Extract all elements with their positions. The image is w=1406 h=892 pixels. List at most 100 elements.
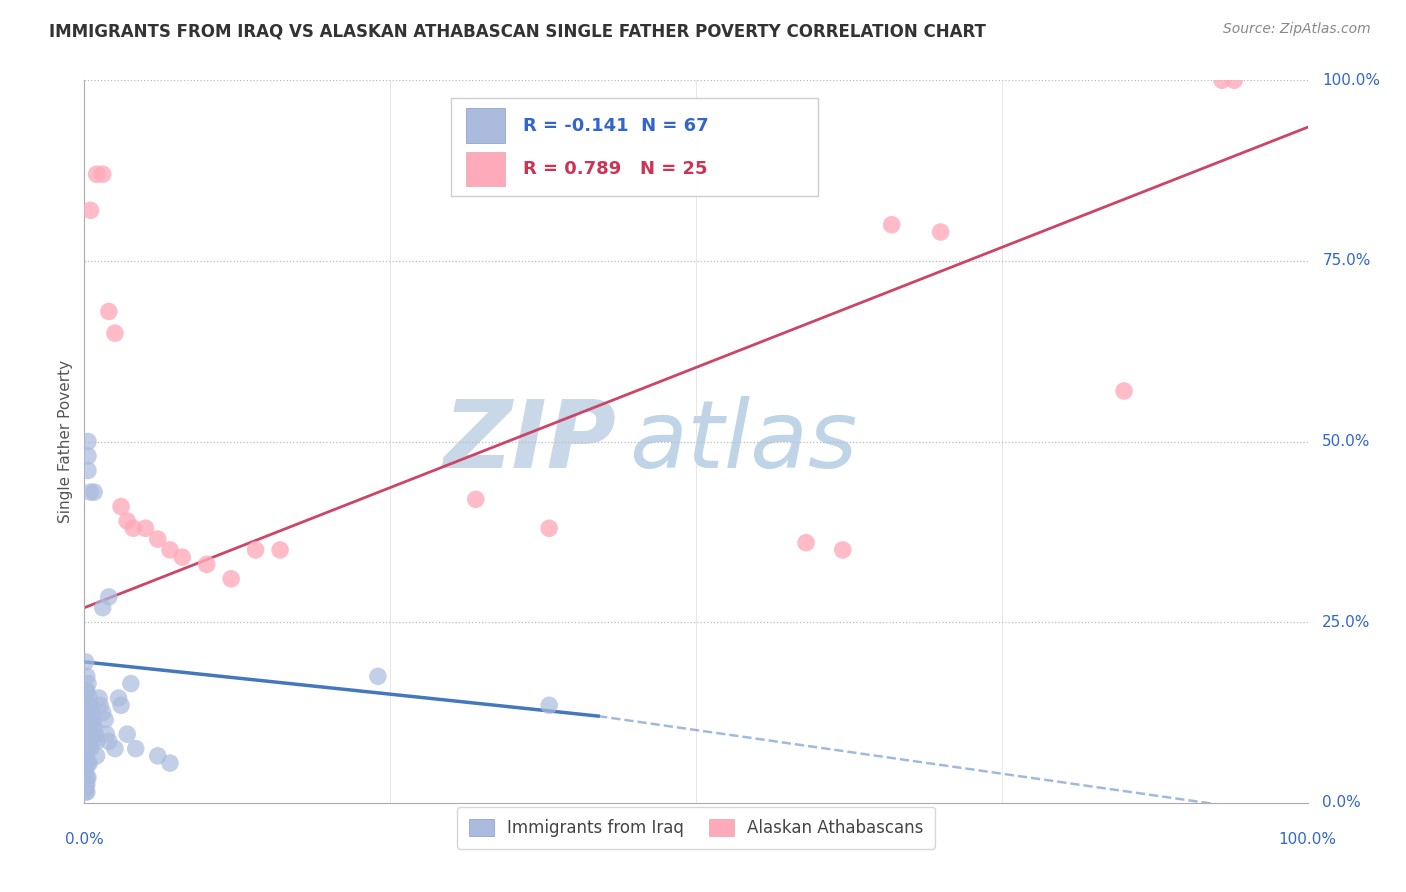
Point — [77, 756, 100, 770]
Point — [82, 713, 104, 727]
Point — [115, 514, 138, 528]
Point — [76, 727, 98, 741]
Point — [83, 720, 105, 734]
Point — [538, 521, 561, 535]
Point — [76, 683, 98, 698]
Point — [464, 492, 486, 507]
Point — [929, 225, 952, 239]
Point — [79, 698, 101, 713]
Point — [75, 781, 97, 796]
Point — [77, 463, 100, 477]
Point — [146, 748, 169, 763]
Text: 50.0%: 50.0% — [1322, 434, 1371, 449]
Point — [86, 748, 108, 763]
Point — [159, 542, 181, 557]
Point — [75, 778, 97, 792]
Legend: Immigrants from Iraq, Alaskan Athabascans: Immigrants from Iraq, Alaskan Athabascan… — [457, 807, 935, 848]
FancyBboxPatch shape — [451, 98, 818, 196]
Point — [75, 748, 97, 763]
Y-axis label: Single Father Poverty: Single Father Poverty — [58, 360, 73, 523]
Point — [135, 521, 157, 535]
Point — [75, 764, 97, 778]
Point — [75, 683, 97, 698]
Point — [76, 778, 98, 792]
Point — [79, 720, 101, 734]
Point — [76, 741, 98, 756]
Point — [77, 691, 100, 706]
Point — [172, 550, 194, 565]
Point — [77, 698, 100, 713]
Point — [880, 218, 903, 232]
Point — [538, 698, 561, 713]
Point — [120, 676, 142, 690]
Text: R = -0.141  N = 67: R = -0.141 N = 67 — [523, 117, 709, 135]
Point — [89, 698, 111, 713]
Point — [76, 756, 98, 770]
Point — [76, 669, 98, 683]
Point — [77, 449, 100, 463]
Point — [110, 698, 132, 713]
Point — [104, 741, 127, 756]
Point — [1211, 73, 1233, 87]
Point — [76, 698, 98, 713]
Point — [97, 734, 120, 748]
Point — [245, 542, 267, 557]
Point — [77, 676, 100, 690]
Point — [86, 167, 108, 181]
Text: 25.0%: 25.0% — [1322, 615, 1371, 630]
Point — [1114, 384, 1136, 398]
Point — [831, 542, 853, 557]
Text: 0.0%: 0.0% — [1322, 796, 1361, 810]
Text: atlas: atlas — [628, 396, 856, 487]
Point — [115, 727, 138, 741]
Point — [122, 521, 145, 535]
Point — [79, 741, 101, 756]
Point — [77, 741, 100, 756]
Point — [75, 771, 97, 785]
Point — [104, 326, 127, 340]
Point — [82, 734, 104, 748]
Point — [96, 727, 118, 741]
Text: 100.0%: 100.0% — [1322, 73, 1381, 87]
Point — [86, 734, 108, 748]
Point — [77, 756, 100, 770]
Point — [269, 542, 291, 557]
Point — [97, 304, 120, 318]
Point — [367, 669, 389, 683]
Point — [159, 756, 181, 770]
Point — [84, 727, 107, 741]
Point — [80, 706, 103, 720]
Point — [75, 785, 97, 799]
Point — [195, 558, 218, 572]
Point — [91, 706, 114, 720]
Point — [91, 600, 114, 615]
Point — [146, 532, 169, 546]
Point — [125, 741, 148, 756]
Point — [79, 485, 101, 500]
Point — [76, 713, 98, 727]
Text: R = 0.789   N = 25: R = 0.789 N = 25 — [523, 161, 709, 178]
Text: 75.0%: 75.0% — [1322, 253, 1371, 268]
Text: Source: ZipAtlas.com: Source: ZipAtlas.com — [1223, 22, 1371, 37]
Point — [75, 727, 97, 741]
Point — [77, 727, 100, 741]
Point — [76, 785, 98, 799]
Point — [83, 485, 105, 500]
Point — [1223, 73, 1246, 87]
Point — [75, 741, 97, 756]
Point — [110, 500, 132, 514]
Point — [79, 203, 101, 218]
Point — [97, 590, 120, 604]
Bar — [465, 109, 505, 143]
Point — [94, 713, 117, 727]
Text: 100.0%: 100.0% — [1278, 831, 1337, 847]
Point — [80, 727, 103, 741]
Point — [75, 706, 97, 720]
Bar — [465, 152, 505, 186]
Point — [87, 691, 110, 706]
Point — [75, 655, 97, 669]
Point — [219, 572, 242, 586]
Point — [77, 771, 100, 785]
Text: IMMIGRANTS FROM IRAQ VS ALASKAN ATHABASCAN SINGLE FATHER POVERTY CORRELATION CHA: IMMIGRANTS FROM IRAQ VS ALASKAN ATHABASC… — [49, 22, 986, 40]
Point — [75, 756, 97, 770]
